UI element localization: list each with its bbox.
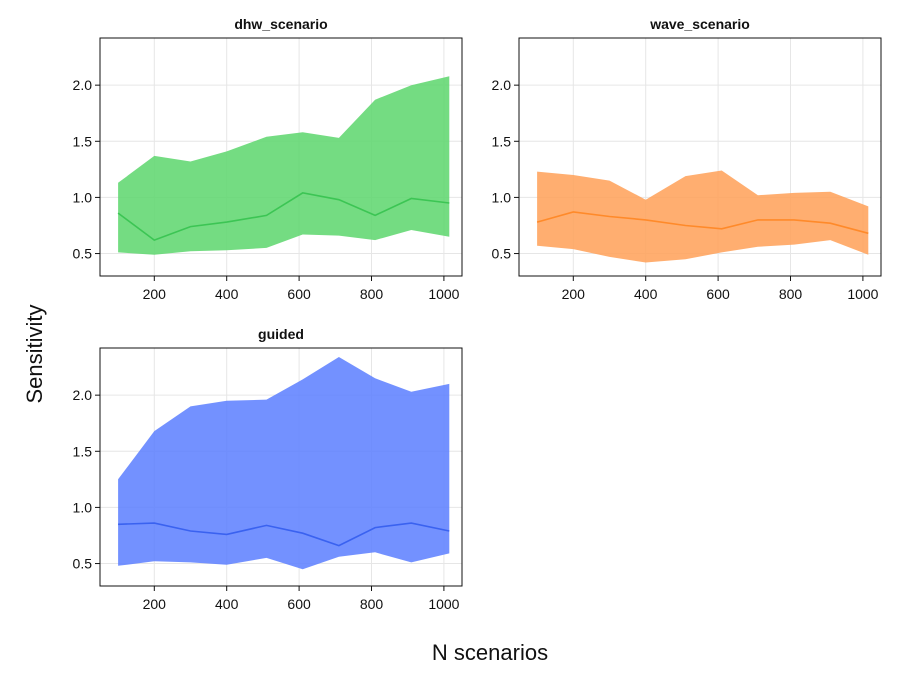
- y-axis-title: Sensitivity: [22, 304, 47, 403]
- y-tick-label: 1.5: [492, 133, 512, 149]
- y-tick-label: 2.0: [73, 77, 93, 93]
- x-tick-label: 400: [215, 286, 239, 302]
- wave-scenario-plot-frame: [518, 37, 882, 277]
- dhw-scenario-plot-frame: [99, 37, 463, 277]
- y-tick-label: 1.0: [492, 189, 512, 205]
- panel-wave-scenario: 200 400 600 800 1000 0.5 1.0 1.5 2.0 wave_scenari…: [492, 16, 882, 302]
- y-tick-label: 1.5: [73, 133, 93, 149]
- panel-guided: 200 400 600 800 1000 0.5 1.0 1.5 2.0 guided: [73, 326, 463, 612]
- x-tick-label: 400: [215, 596, 239, 612]
- x-tick-label: 600: [287, 596, 311, 612]
- x-tick-label: 200: [143, 596, 167, 612]
- wave-scenario-band: [537, 170, 869, 263]
- panel-title: dhw_scenario: [234, 16, 327, 32]
- x-tick-label: 400: [634, 286, 658, 302]
- y-tick-label: 2.0: [73, 387, 93, 403]
- panel-dhw-scenario: 200 400 600 800 1000 0.5 1.0 1.5 2.0 dhw_scenario: [73, 16, 463, 302]
- x-tick-label: 1000: [428, 596, 459, 612]
- y-tick-label: 1.0: [73, 189, 93, 205]
- y-tick-label: 0.5: [73, 246, 93, 262]
- x-tick-label: 600: [706, 286, 730, 302]
- y-tick-label: 0.5: [73, 556, 93, 572]
- guided-band: [118, 357, 450, 570]
- guided-median-line: [118, 522, 450, 547]
- x-tick-label: 600: [287, 286, 311, 302]
- x-axis-title: N scenarios: [432, 640, 548, 665]
- x-tick-label: 1000: [847, 286, 878, 302]
- panel-title: guided: [258, 326, 304, 342]
- x-tick-label: 1000: [428, 286, 459, 302]
- x-tick-label: 200: [143, 286, 167, 302]
- x-tick-label: 800: [360, 286, 384, 302]
- y-tick-label: 2.0: [492, 77, 512, 93]
- wave-scenario-median-line: [536, 211, 869, 235]
- y-tick-label: 0.5: [492, 246, 512, 262]
- x-tick-label: 200: [562, 286, 586, 302]
- dhw-scenario-band: [118, 76, 450, 255]
- y-tick-label: 1.5: [73, 443, 93, 459]
- panel-title: wave_scenario: [649, 16, 750, 32]
- guided-plot-frame: [99, 347, 463, 587]
- panels: 200 400 600 800 1000 0.5 1.0 1.5 2.0 dhw_scenario…: [73, 16, 882, 612]
- y-tick-label: 1.0: [73, 499, 93, 515]
- x-tick-label: 800: [779, 286, 803, 302]
- dhw-scenario-median-line: [117, 192, 450, 242]
- x-tick-label: 800: [360, 596, 384, 612]
